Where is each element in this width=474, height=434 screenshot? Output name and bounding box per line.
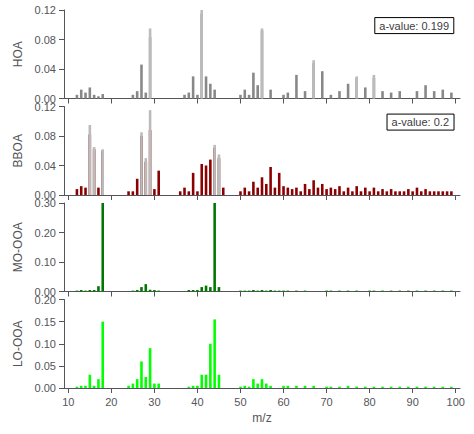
- svg-text:a-value: 0.199: a-value: 0.199: [379, 20, 449, 32]
- svg-text:0.15: 0.15: [35, 316, 56, 328]
- svg-text:0.00: 0.00: [34, 285, 56, 298]
- svg-text:0.20: 0.20: [35, 294, 56, 306]
- svg-text:0.00: 0.00: [35, 382, 56, 394]
- svg-text:0.08: 0.08: [35, 130, 56, 142]
- svg-text:60: 60: [277, 396, 289, 408]
- svg-text:80: 80: [363, 396, 375, 408]
- svg-text:m/z: m/z: [252, 411, 271, 425]
- svg-text:0.12: 0.12: [35, 4, 56, 16]
- svg-text:0.00: 0.00: [34, 189, 56, 201]
- svg-text:30: 30: [148, 396, 160, 408]
- svg-text:40: 40: [191, 396, 203, 408]
- svg-text:10: 10: [62, 396, 74, 408]
- svg-text:HOA: HOA: [11, 41, 25, 67]
- svg-text:0.30: 0.30: [35, 197, 56, 209]
- svg-text:LO-OOA: LO-OOA: [11, 320, 25, 367]
- svg-text:0.10: 0.10: [35, 256, 56, 268]
- svg-text:70: 70: [320, 396, 332, 408]
- svg-text:0.00: 0.00: [34, 92, 56, 105]
- svg-text:0.04: 0.04: [35, 160, 56, 172]
- svg-text:0.12: 0.12: [35, 101, 56, 113]
- svg-text:20: 20: [105, 396, 117, 408]
- svg-text:0.08: 0.08: [35, 34, 56, 46]
- svg-text:0.20: 0.20: [35, 227, 56, 239]
- svg-text:90: 90: [407, 396, 419, 408]
- svg-text:0.10: 0.10: [35, 338, 56, 350]
- svg-text:a-value: 0.2: a-value: 0.2: [392, 116, 449, 128]
- svg-text:50: 50: [234, 396, 246, 408]
- svg-text:100: 100: [447, 396, 465, 408]
- svg-text:0.04: 0.04: [35, 63, 56, 75]
- svg-text:0.05: 0.05: [35, 360, 56, 372]
- svg-text:BBOA: BBOA: [11, 134, 25, 167]
- svg-text:MO-OOA: MO-OOA: [11, 222, 25, 272]
